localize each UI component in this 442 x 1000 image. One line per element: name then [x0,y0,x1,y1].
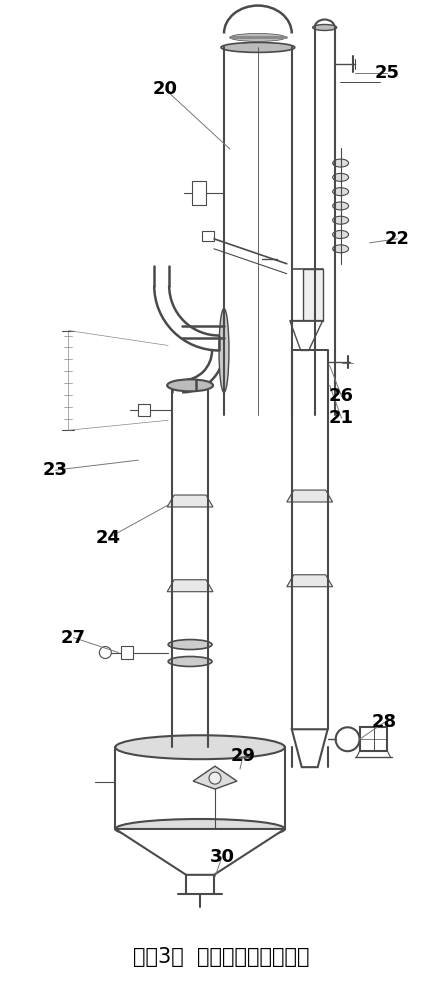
Polygon shape [193,766,237,789]
Circle shape [335,727,359,751]
Polygon shape [167,495,213,507]
Text: 20: 20 [152,80,178,98]
Ellipse shape [333,202,349,210]
Polygon shape [290,321,323,350]
Text: 27: 27 [61,629,86,647]
Ellipse shape [221,42,295,52]
Bar [192,181,206,205]
Text: 26: 26 [329,387,354,405]
Bar [121,646,133,659]
Ellipse shape [167,379,213,391]
Text: 30: 30 [210,848,235,866]
Text: 21: 21 [329,409,354,427]
Polygon shape [287,490,333,502]
Ellipse shape [333,159,349,167]
Text: 29: 29 [230,747,255,765]
Text: 25: 25 [375,64,400,82]
Ellipse shape [333,245,349,253]
Ellipse shape [333,173,349,181]
Ellipse shape [333,188,349,196]
Text: 22: 22 [385,230,410,248]
Circle shape [209,772,221,784]
Polygon shape [303,269,323,321]
Bar [138,404,150,416]
Bar [202,231,214,241]
Circle shape [99,647,111,659]
Ellipse shape [168,657,212,666]
Polygon shape [292,729,328,767]
Text: 附图3：  三效蒸发装置示意图: 附图3： 三效蒸发装置示意图 [133,947,309,967]
Text: 23: 23 [43,461,68,479]
Ellipse shape [168,640,212,650]
Text: 24: 24 [96,529,121,547]
Polygon shape [167,580,213,592]
Polygon shape [287,575,333,587]
Text: 28: 28 [372,713,397,731]
Ellipse shape [115,819,285,839]
Ellipse shape [333,216,349,224]
Polygon shape [115,829,285,875]
Ellipse shape [312,24,337,30]
Ellipse shape [219,309,229,392]
Bar [115,747,285,829]
Bar [359,727,388,751]
Ellipse shape [333,231,349,238]
Ellipse shape [230,33,286,41]
Ellipse shape [115,735,285,759]
